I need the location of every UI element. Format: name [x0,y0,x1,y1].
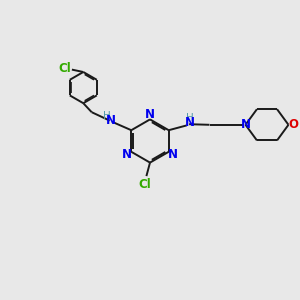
Text: N: N [145,108,155,121]
Text: N: N [122,148,132,161]
Text: O: O [288,118,298,131]
Text: N: N [241,118,250,131]
Text: Cl: Cl [139,178,151,191]
Text: Cl: Cl [58,62,71,76]
Text: N: N [184,116,194,130]
Text: H: H [103,111,111,122]
Text: N: N [168,148,178,161]
Text: H: H [185,112,193,123]
Text: N: N [106,113,116,127]
